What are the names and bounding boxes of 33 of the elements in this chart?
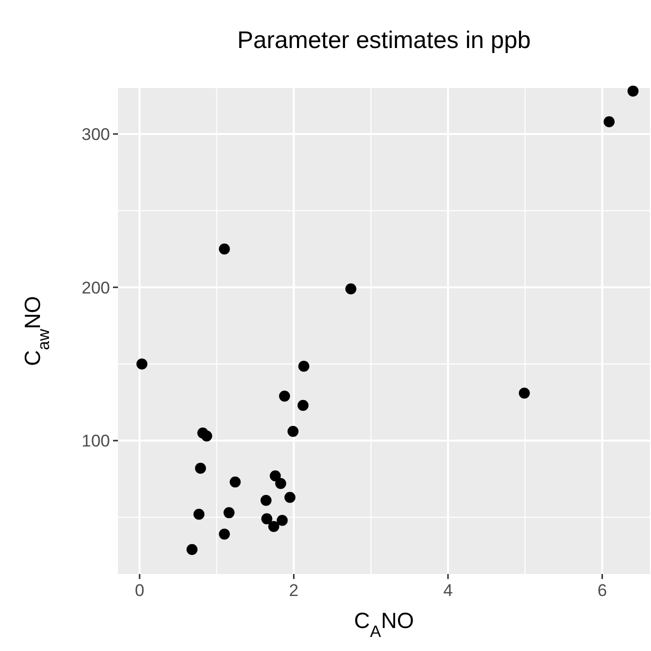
point — [604, 116, 615, 128]
point — [261, 513, 272, 524]
point — [270, 470, 281, 482]
point — [218, 243, 230, 254]
x-tick-label: 2 — [289, 581, 299, 600]
point — [230, 476, 241, 488]
y-tick-label: 300 — [82, 124, 110, 144]
point — [218, 528, 230, 540]
point — [298, 400, 309, 411]
x-tick-label: 4 — [443, 581, 453, 600]
point — [628, 86, 639, 97]
chart-title: Parameter estimates in ppb — [237, 27, 531, 54]
point — [268, 520, 280, 532]
point — [288, 426, 299, 437]
point — [260, 494, 272, 506]
point — [279, 390, 290, 402]
point — [276, 514, 288, 526]
point — [193, 508, 204, 520]
point — [275, 478, 286, 490]
x-tick-label: 6 — [597, 581, 607, 600]
point — [201, 430, 212, 442]
y-tick-label: 200 — [82, 278, 110, 298]
point — [136, 358, 148, 370]
x-tick-label: 0 — [134, 581, 144, 600]
point — [518, 388, 530, 399]
point — [195, 462, 206, 474]
point — [345, 283, 356, 294]
x-axis-title: C$_{A}$NO — [354, 608, 414, 641]
y-tick-label: 100 — [82, 432, 110, 451]
point — [224, 507, 235, 518]
point — [284, 492, 296, 503]
point — [186, 544, 198, 555]
point — [298, 360, 310, 372]
